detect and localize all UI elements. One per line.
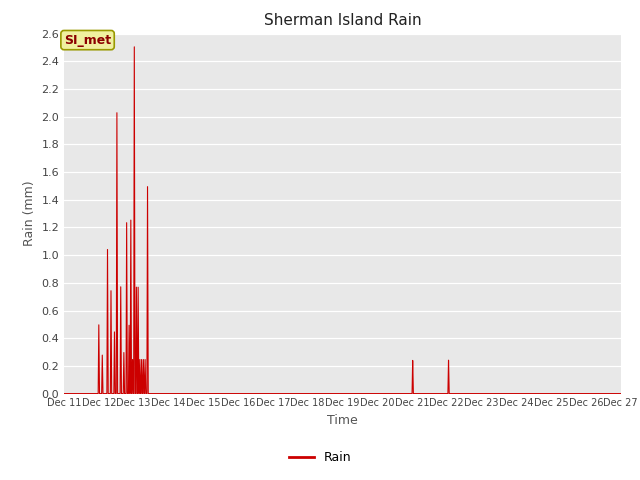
X-axis label: Time: Time bbox=[327, 414, 358, 427]
Legend: Rain: Rain bbox=[284, 446, 356, 469]
Title: Sherman Island Rain: Sherman Island Rain bbox=[264, 13, 421, 28]
Y-axis label: Rain (mm): Rain (mm) bbox=[22, 181, 36, 246]
Text: SI_met: SI_met bbox=[64, 34, 111, 47]
